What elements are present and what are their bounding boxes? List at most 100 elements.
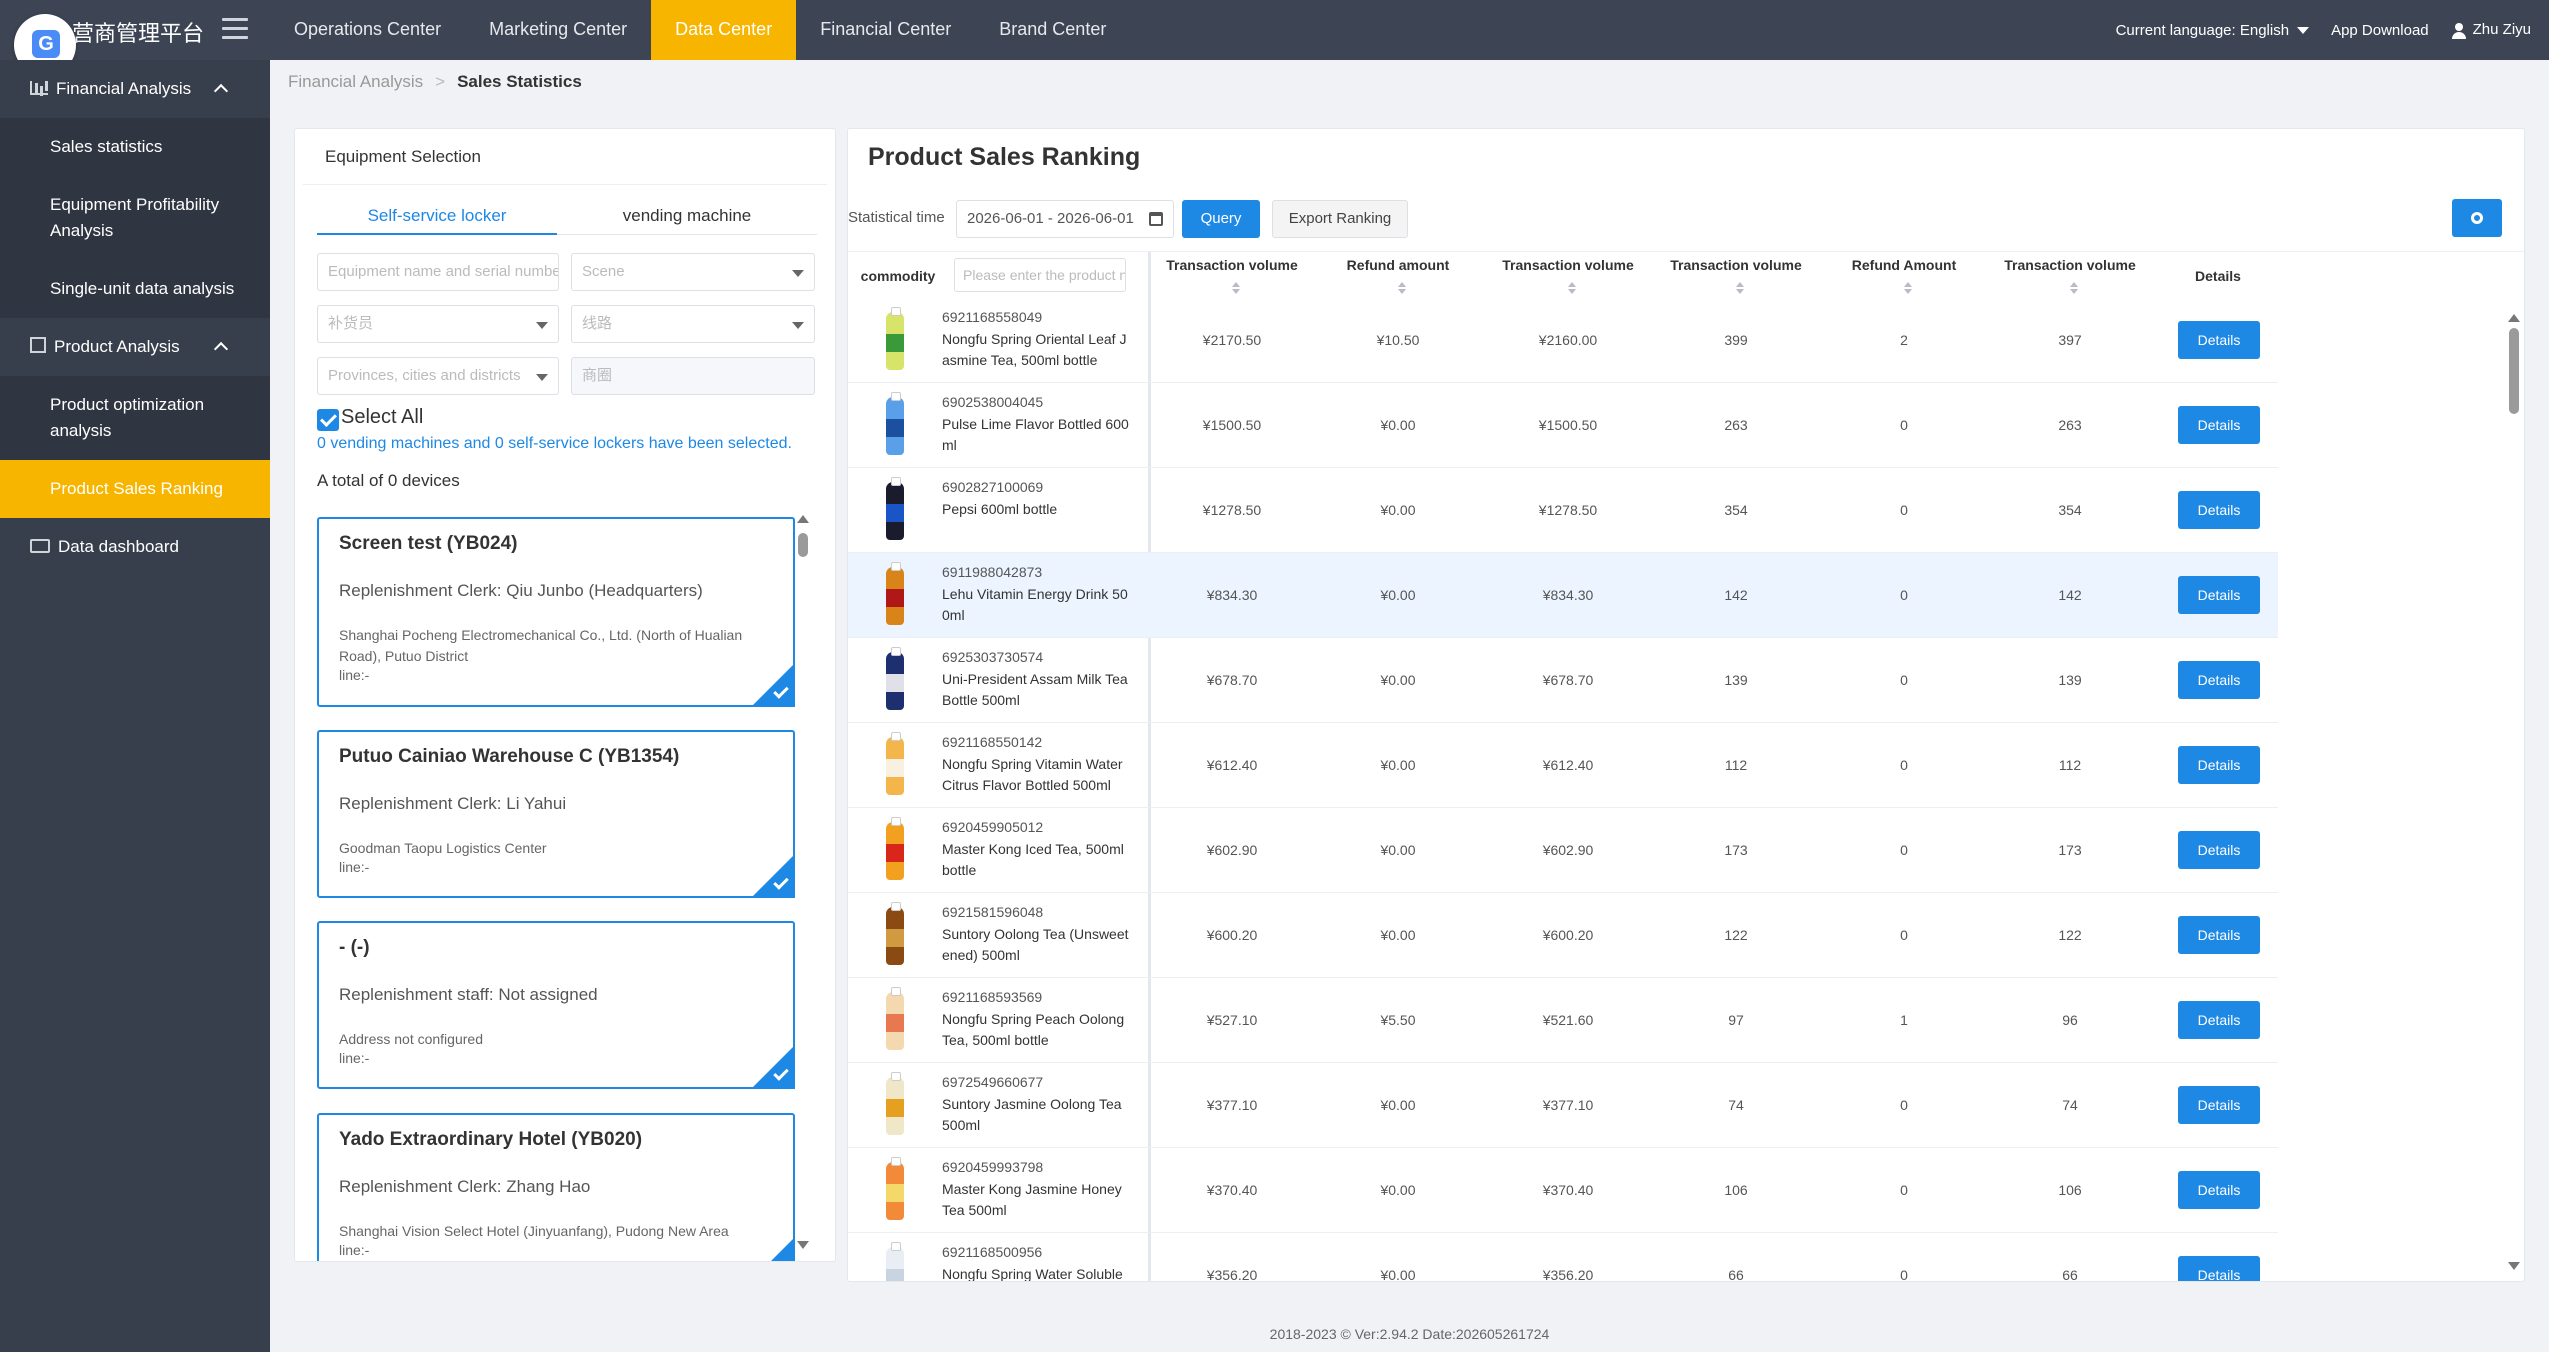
product-code: 6972549660677 <box>942 1074 1044 1090</box>
sort-icon <box>1568 282 1576 295</box>
equipment-name-input[interactable]: Equipment name and serial number <box>317 253 559 291</box>
product-code: 6921168558049 <box>942 309 1043 325</box>
col-details: Details <box>2195 268 2241 284</box>
sort-icon <box>1232 282 1240 295</box>
details-button[interactable]: Details <box>2178 1086 2260 1124</box>
product-code: 6921168593569 <box>942 989 1043 1005</box>
nav-brand-center[interactable]: Brand Center <box>999 19 1107 39</box>
product-name: Suntory Jasmine Oolong Tea 500ml <box>942 1096 1122 1133</box>
nav-operations-center[interactable]: Operations Center <box>294 19 442 39</box>
query-button[interactable]: Query <box>1182 200 1260 238</box>
product-label-band <box>886 334 904 352</box>
details-button[interactable]: Details <box>2178 831 2260 869</box>
select-all-checkbox[interactable] <box>317 409 339 431</box>
scroll-up-arrow-icon[interactable] <box>797 515 809 523</box>
details-button[interactable]: Details <box>2178 406 2260 444</box>
sidebar-group-data-dashboard[interactable]: Data dashboard <box>0 518 270 576</box>
caret-down-icon <box>792 270 804 277</box>
device-line: line:- <box>339 1050 370 1066</box>
details-button[interactable]: Details <box>2178 1001 2260 1039</box>
details-button[interactable]: Details <box>2178 1171 2260 1209</box>
device-title: Screen test (YB024) <box>339 533 518 554</box>
route-placeholder: 线路 <box>582 315 613 332</box>
user-menu[interactable]: Zhu Ziyu <box>2451 21 2531 39</box>
product-label-band <box>886 1184 904 1202</box>
route-select[interactable]: 线路 <box>571 305 815 343</box>
table-row: 6921581596048 Suntory Oolong Tea (Unsweet… <box>848 893 2278 978</box>
col-transaction-volume-1[interactable]: Transaction volume <box>1162 252 1302 298</box>
sidebar-group-label: Financial Analysis <box>56 79 192 98</box>
transaction-volume-2-cell: ¥678.70 <box>1542 672 1594 688</box>
clerk-select[interactable]: 补货员 <box>317 305 559 343</box>
scroll-down-arrow-icon[interactable] <box>2508 1262 2520 1270</box>
caret-down-icon <box>792 322 804 329</box>
nav-financial-center[interactable]: Financial Center <box>820 19 952 39</box>
transaction-volume-2-cell: ¥377.10 <box>1542 1097 1594 1113</box>
nav-marketing-center[interactable]: Marketing Center <box>489 19 628 39</box>
sidebar-item-product-optimization[interactable]: Product optimization analysis <box>50 395 205 440</box>
product-image <box>886 987 904 1050</box>
sidebar-group-financial-analysis[interactable]: Financial Analysis <box>0 60 270 118</box>
col-refund-amount[interactable]: Refund amount <box>1338 252 1458 298</box>
breadcrumb-parent[interactable]: Financial Analysis <box>288 72 424 91</box>
details-button[interactable]: Details <box>2178 661 2260 699</box>
product-label-band <box>886 419 904 437</box>
tab-self-service-locker[interactable]: Self-service locker <box>317 197 557 235</box>
gear-icon <box>2471 212 2483 224</box>
export-ranking-button[interactable]: Export Ranking <box>1272 200 1408 238</box>
transaction-volume-1-cell: ¥356.20 <box>1206 1267 1258 1282</box>
hamburger-menu-icon[interactable] <box>222 18 248 40</box>
settings-button[interactable] <box>2452 199 2502 237</box>
transaction-volume-4-cell: 354 <box>2058 502 2082 518</box>
transaction-volume-1-cell: ¥527.10 <box>1206 1012 1258 1028</box>
sidebar-item-sales-statistics[interactable]: Sales statistics <box>50 137 163 156</box>
table-row: 6921168500956 Nongfu Spring Water Soluble… <box>848 1233 2278 1282</box>
transaction-volume-1-cell: ¥2170.50 <box>1202 332 1262 348</box>
table-row: 6921168593569 Nongfu Spring Peach Oolong … <box>848 978 2278 1063</box>
sidebar-item-equipment-profitability[interactable]: Equipment Profitability Analysis <box>50 195 220 240</box>
col-label: Refund Amount <box>1851 257 1957 273</box>
scroll-down-arrow-icon[interactable] <box>797 1241 809 1249</box>
product-label-band <box>886 674 904 692</box>
refund-amount-cell: ¥0.00 <box>1380 1267 1416 1282</box>
details-button[interactable]: Details <box>2178 746 2260 784</box>
col-transaction-volume-2[interactable]: Transaction volume <box>1498 252 1638 298</box>
product-image <box>886 392 904 455</box>
device-card[interactable]: Yado Extraordinary Hotel (YB020) Repleni… <box>317 1113 795 1261</box>
language-switcher[interactable]: Current language: English <box>2116 22 2310 39</box>
select-all-label[interactable]: Select All <box>341 406 424 428</box>
scroll-up-arrow-icon[interactable] <box>2508 314 2520 322</box>
calendar-icon <box>1149 212 1163 226</box>
edit-icon <box>30 337 46 353</box>
table-scrollbar[interactable] <box>2509 328 2519 414</box>
details-button[interactable]: Details <box>2178 576 2260 614</box>
col-transaction-volume-4[interactable]: Transaction volume <box>2000 252 2140 298</box>
details-button[interactable]: Details <box>2178 916 2260 954</box>
region-select[interactable]: Provinces, cities and districts <box>317 357 559 395</box>
product-name: Master Kong Jasmine Honey Tea 500ml <box>942 1181 1122 1218</box>
details-button[interactable]: Details <box>2178 491 2260 529</box>
date-range-picker[interactable]: 2026-06-01 - 2026-06-01 <box>956 200 1174 238</box>
device-card[interactable]: Putuo Cainiao Warehouse C (YB1354) Reple… <box>317 730 795 898</box>
device-card[interactable]: - (-) Replenishment staff: Not assigned … <box>317 921 795 1089</box>
nav-data-center[interactable]: Data Center <box>651 0 797 60</box>
sidebar-group-product-analysis[interactable]: Product Analysis <box>0 318 270 376</box>
col-refund-amount-2[interactable]: Refund Amount <box>1844 252 1964 298</box>
equipment-tabs: Self-service locker vending machine <box>317 197 817 235</box>
device-card[interactable]: Screen test (YB024) Replenishment Clerk:… <box>317 517 795 707</box>
details-button[interactable]: Details <box>2178 321 2260 359</box>
sort-icon <box>1904 282 1912 295</box>
transaction-volume-1-cell: ¥600.20 <box>1206 927 1258 943</box>
scene-select[interactable]: Scene <box>571 253 815 291</box>
sidebar-item-product-sales-ranking[interactable]: Product Sales Ranking <box>0 460 270 518</box>
details-button[interactable]: Details <box>2178 1256 2260 1281</box>
card-list-scrollbar[interactable] <box>798 533 808 557</box>
app-download-link[interactable]: App Download <box>2331 21 2429 39</box>
tab-vending-machine[interactable]: vending machine <box>622 206 752 225</box>
col-transaction-volume-3[interactable]: Transaction volume <box>1666 252 1806 298</box>
transaction-volume-3-cell: 142 <box>1724 587 1748 603</box>
product-search-input[interactable]: Please enter the product name <box>954 258 1126 292</box>
sidebar-item-single-unit[interactable]: Single-unit data analysis <box>50 279 235 298</box>
transaction-volume-3-cell: 97 <box>1728 1012 1744 1028</box>
product-image <box>886 902 904 965</box>
